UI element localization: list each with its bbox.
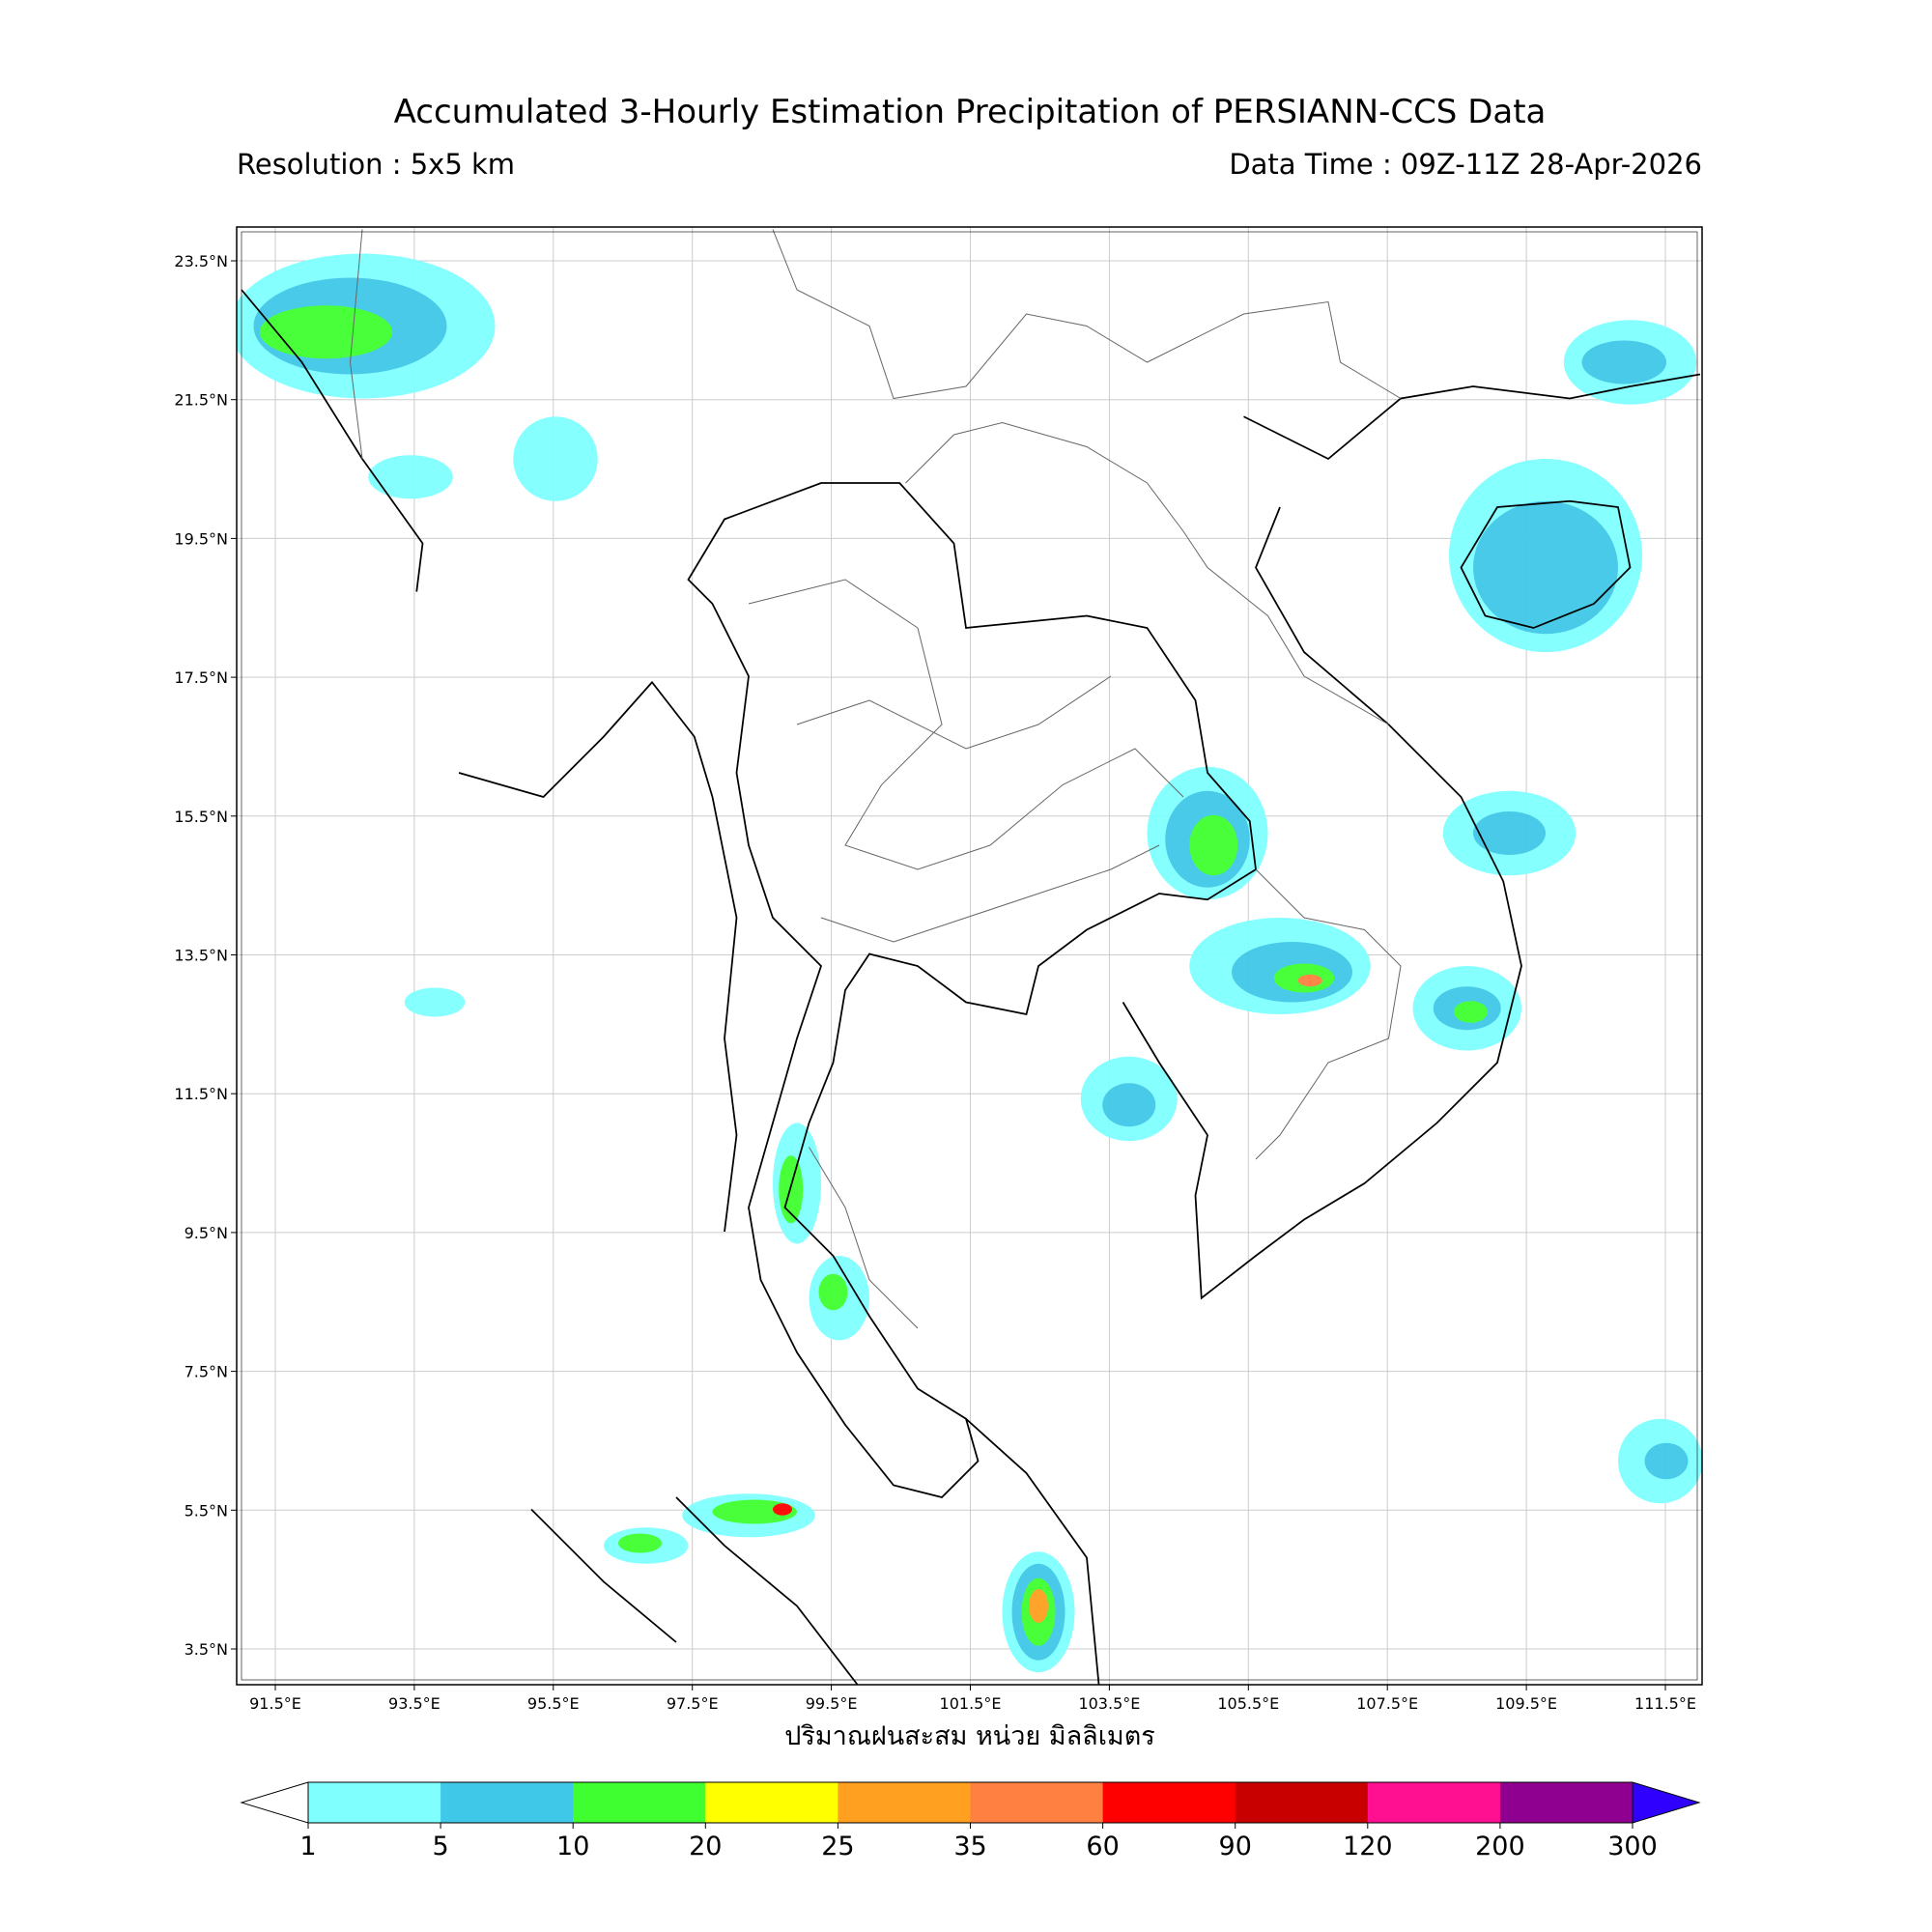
province-borders xyxy=(748,579,1184,1329)
colorbar-level-label: 60 xyxy=(1086,1832,1119,1861)
colorbar-level-label: 35 xyxy=(953,1832,986,1861)
lon-tick-label: 111.5°E xyxy=(1634,1694,1696,1713)
data-time: Data Time : 09Z-11Z 28-Apr-2026 xyxy=(1229,148,1702,181)
lon-tick-label: 97.5°E xyxy=(667,1694,719,1713)
lat-tick-label: 21.5°N xyxy=(174,391,228,410)
myanmar-coast xyxy=(241,289,738,1233)
colorbar-level-label: 300 xyxy=(1607,1832,1658,1861)
colorbar-level-label: 20 xyxy=(689,1832,722,1861)
lat-tick-label: 23.5°N xyxy=(174,252,228,270)
colorbar-under-arrow xyxy=(240,1781,309,1824)
map-frame xyxy=(236,226,1703,1686)
colorbar-segment xyxy=(573,1782,706,1823)
colorbar-level-label: 25 xyxy=(821,1832,854,1861)
lat-tick-label: 7.5°N xyxy=(185,1363,228,1381)
lon-tick-label: 101.5°E xyxy=(940,1694,1002,1713)
colorbar-segment xyxy=(970,1782,1104,1823)
lon-tick-label: 105.5°E xyxy=(1217,1694,1279,1713)
colorbar-level-label: 5 xyxy=(433,1832,449,1861)
colorbar-level-label: 120 xyxy=(1343,1832,1393,1861)
grid xyxy=(237,227,1702,1685)
colorbar-segment xyxy=(1499,1782,1634,1823)
rain-areas xyxy=(237,253,1702,1673)
lat-tick-label: 15.5°N xyxy=(174,808,228,826)
lat-tick-label: 13.5°N xyxy=(174,947,228,965)
lat-tick-label: 3.5°N xyxy=(185,1640,228,1659)
lon-tick-label: 107.5°E xyxy=(1356,1694,1418,1713)
colorbar-segment xyxy=(308,1782,441,1823)
lon-tick-label: 91.5°E xyxy=(249,1694,301,1713)
lat-tick-label: 9.5°N xyxy=(185,1224,228,1242)
country-borders xyxy=(349,229,1402,1160)
lon-tick-label: 99.5°E xyxy=(806,1694,858,1713)
colorbar-level-label: 10 xyxy=(556,1832,589,1861)
lon-tick-label: 103.5°E xyxy=(1078,1694,1140,1713)
lon-tick-label: 109.5°E xyxy=(1495,1694,1557,1713)
colorbar-segment xyxy=(1102,1782,1236,1823)
colorbar-level-label: 1 xyxy=(299,1832,316,1861)
map-shapes xyxy=(237,229,1702,1685)
map-area xyxy=(237,227,1702,1685)
colorbar-segment xyxy=(1367,1782,1501,1823)
resolution: Resolution : 5x5 km xyxy=(237,148,515,181)
lat-tick-label: 11.5°N xyxy=(174,1085,228,1103)
lon-tick-label: 95.5°E xyxy=(527,1694,580,1713)
colorbar: 1 5 10 20 25 35 60 90 120 200 300 xyxy=(240,1781,1701,1861)
colorbar-segment xyxy=(1235,1782,1369,1823)
hainan xyxy=(1460,499,1632,629)
map-inner-frame xyxy=(241,231,1698,1681)
colorbar-segment xyxy=(440,1782,574,1823)
thailand-outline xyxy=(687,482,1257,1498)
lat-tick-label: 5.5°N xyxy=(185,1501,228,1520)
colorbar-segment xyxy=(705,1782,838,1823)
colorbar-level-label: 90 xyxy=(1219,1832,1252,1861)
lat-tick-label: 19.5°N xyxy=(174,529,228,548)
colorbar-level-label: 200 xyxy=(1475,1832,1525,1861)
colorbar-over-arrow xyxy=(1632,1781,1701,1824)
colorbar-label: ปริมาณฝนสะสม หน่วย มิลลิเมตร xyxy=(784,1721,1155,1751)
vietnam-coast xyxy=(1122,373,1701,1300)
lon-tick-label: 93.5°E xyxy=(388,1694,440,1713)
malaysia-sumatra-coast xyxy=(530,1418,1100,1685)
lat-tick-label: 17.5°N xyxy=(174,668,228,687)
colorbar-segment xyxy=(838,1782,971,1823)
title: Accumulated 3-Hourly Estimation Precipit… xyxy=(394,93,1547,131)
